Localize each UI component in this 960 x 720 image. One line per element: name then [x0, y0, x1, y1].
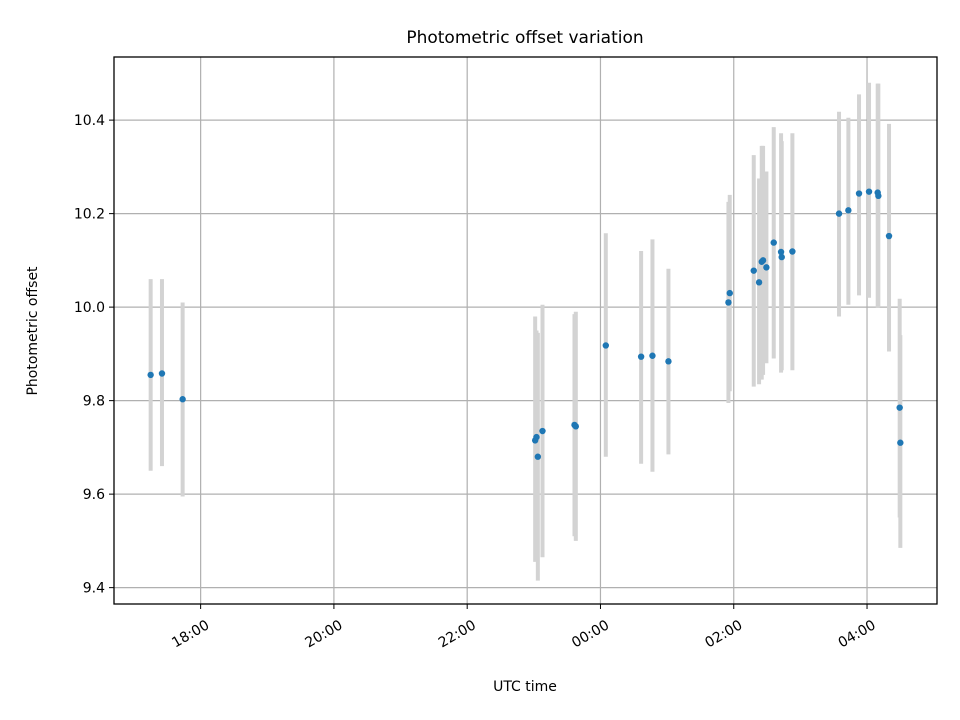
data-point — [865, 188, 873, 195]
y-tick-label: 9.4 — [83, 581, 105, 597]
data-point — [896, 404, 903, 411]
data-point — [665, 358, 672, 365]
data-point — [750, 267, 757, 274]
data-point — [534, 453, 542, 460]
point-layer — [147, 188, 904, 460]
y-axis-label: Photometric offset — [25, 266, 41, 396]
data-point — [158, 370, 166, 377]
data-point — [539, 427, 546, 435]
data-point — [602, 342, 610, 349]
data-point — [179, 396, 186, 403]
data-point — [572, 423, 580, 430]
data-point — [855, 190, 863, 197]
data-point — [725, 299, 732, 306]
data-point — [533, 433, 540, 441]
plot-frame — [113, 56, 938, 605]
data-point — [897, 439, 904, 446]
data-point — [789, 248, 796, 255]
chart-title: Photometric offset variation — [406, 28, 643, 48]
x-axis-label: UTC time — [493, 679, 557, 695]
data-point — [777, 248, 785, 256]
data-point — [885, 232, 893, 240]
data-point — [770, 239, 777, 246]
y-tick-label: 10.0 — [74, 300, 105, 316]
data-point — [875, 192, 882, 200]
data-point — [845, 207, 852, 214]
y-tick-label: 10.4 — [74, 113, 105, 129]
data-point — [147, 371, 154, 379]
data-point — [649, 352, 656, 359]
y-tick-label: 9.6 — [83, 487, 105, 503]
data-point — [637, 353, 645, 360]
data-point — [835, 210, 843, 217]
data-point — [759, 257, 767, 264]
data-point — [755, 279, 763, 286]
y-tick-label: 9.8 — [83, 394, 105, 410]
data-point — [763, 264, 770, 271]
data-point — [778, 253, 785, 261]
data-point — [726, 289, 733, 297]
y-tick-label: 10.2 — [74, 207, 105, 223]
